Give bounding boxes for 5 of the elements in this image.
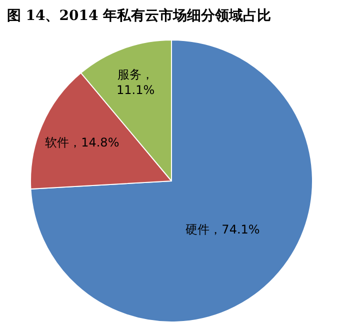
slice-label: 硬件，74.1%	[186, 222, 260, 236]
slice-label: 软件，14.8%	[45, 135, 120, 150]
chart-title: 图 14、2014 年私有云市场细分领域占比	[6, 6, 272, 24]
slice-label: 服务， 11.1%	[116, 67, 155, 98]
pie-slice	[30, 40, 313, 322]
